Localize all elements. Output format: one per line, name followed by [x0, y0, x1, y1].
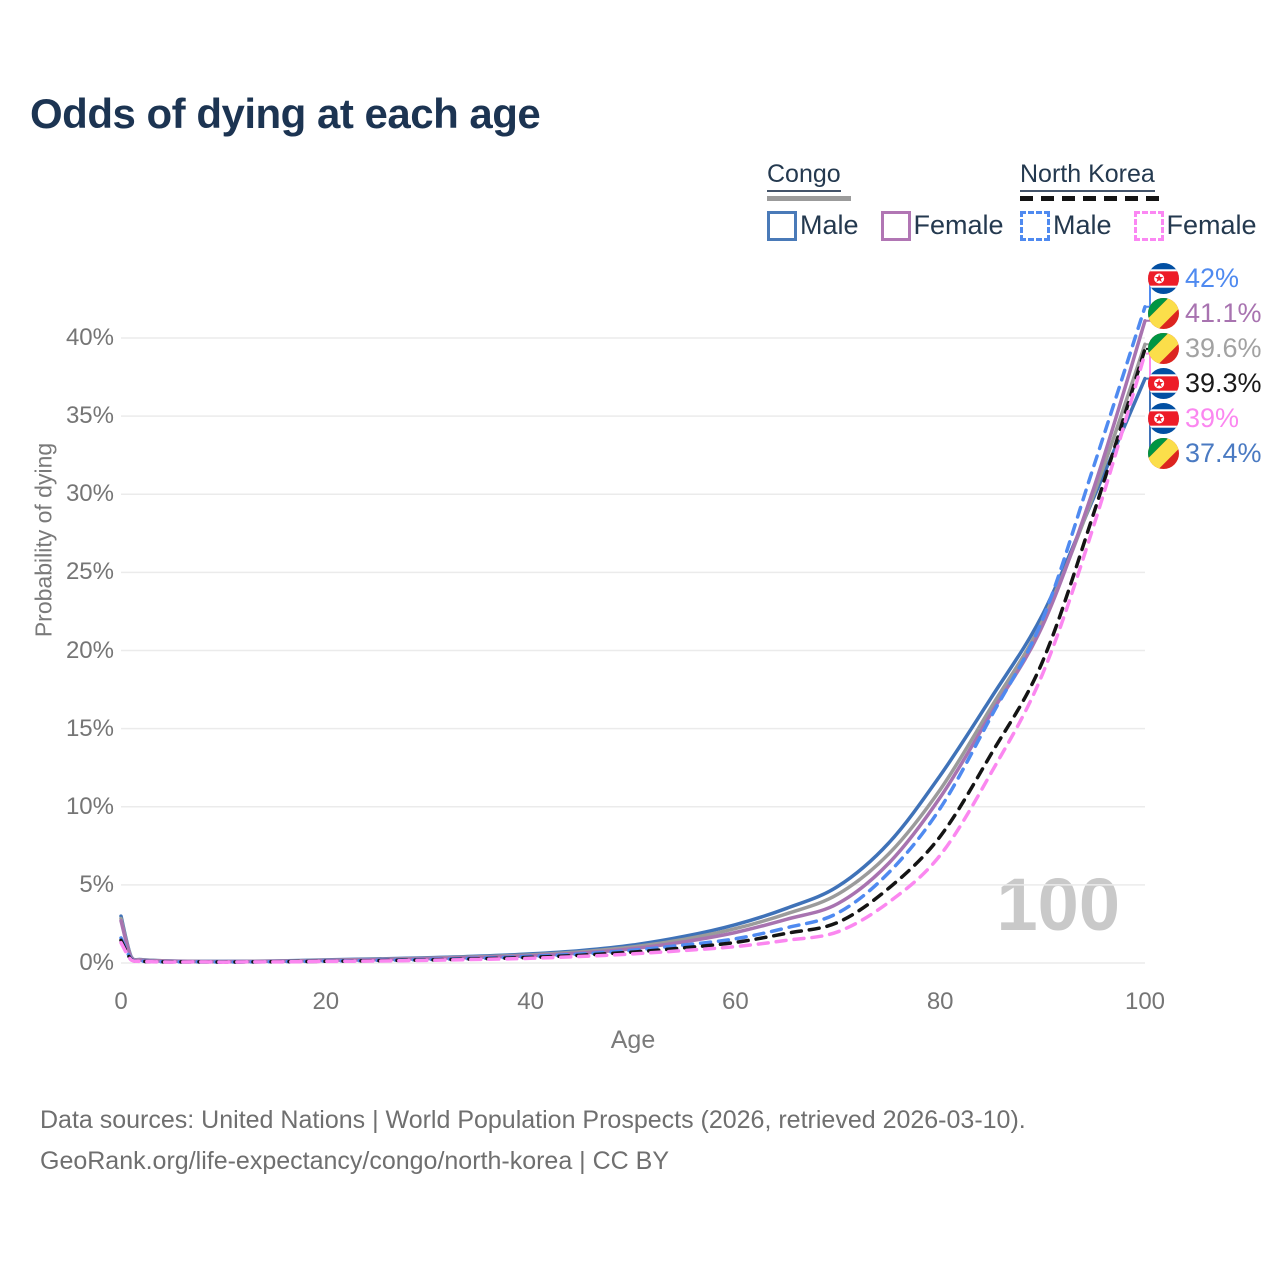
x-tick-label: 60 — [722, 988, 749, 1015]
congo-female-label: Female — [913, 210, 1004, 240]
legend-group-north-korea: North Korea Male Female — [1020, 160, 1257, 241]
congo-male-checkbox[interactable] — [767, 210, 797, 241]
series-line-north-korea-male[interactable] — [119, 305, 1147, 964]
end-label-row: 37.4% — [1148, 438, 1262, 469]
end-label-value: 39.6% — [1185, 333, 1262, 363]
north-korea-male-checkbox[interactable] — [1020, 210, 1050, 241]
north-korea-female-checkbox[interactable] — [1133, 210, 1164, 241]
x-tick-label: 20 — [312, 988, 340, 1015]
end-label-row: 39.6% — [1148, 333, 1262, 364]
congo-flag-icon — [1148, 298, 1179, 329]
y-tick-label: 5% — [79, 870, 114, 898]
end-label-value: 42% — [1185, 263, 1240, 293]
end-label-value: 39% — [1185, 403, 1240, 433]
congo-female-checkbox[interactable] — [880, 210, 911, 241]
series-line-congo[interactable] — [119, 342, 1147, 964]
attribution-line: GeoRank.org/life-expectancy/congo/north-… — [40, 1147, 670, 1175]
y-tick-label: 10% — [65, 792, 114, 820]
series-line-congo-male[interactable] — [119, 376, 1147, 964]
congo-male-label: Male — [800, 210, 859, 240]
end-label-row: 41.1% — [1148, 298, 1262, 329]
north-korea-flag-icon — [1148, 263, 1179, 294]
y-tick-label: 35% — [65, 402, 114, 430]
x-tick-label: 0 — [114, 988, 128, 1015]
x-axis-title: Age — [610, 1026, 656, 1054]
y-tick-label: 25% — [65, 558, 114, 586]
y-tick-label: 40% — [65, 324, 114, 351]
legend-north-korea-title[interactable]: North Korea — [1020, 160, 1155, 192]
age-watermark: 100 — [996, 863, 1120, 946]
chart-title: Odds of dying at each age — [30, 90, 541, 137]
legend-congo-title[interactable]: Congo — [767, 160, 841, 192]
y-tick-label: 15% — [65, 714, 114, 742]
end-label-value: 39.3% — [1185, 368, 1262, 398]
y-axis-title: Probability of dying — [30, 442, 57, 638]
x-tick-label: 100 — [1124, 988, 1166, 1015]
x-tick-label: 40 — [517, 988, 544, 1015]
data-sources-line: Data sources: United Nations | World Pop… — [40, 1106, 1026, 1134]
series-line-north-korea[interactable] — [119, 347, 1147, 964]
end-label-row: 42% — [1148, 263, 1239, 294]
north-korea-line-sample — [1020, 196, 1166, 201]
north-korea-flag-icon — [1148, 403, 1179, 434]
series-line-congo-female[interactable] — [119, 319, 1147, 964]
y-tick-label: 0% — [79, 949, 114, 976]
y-tick-label: 30% — [65, 480, 114, 508]
legend-congo-items: Male Female — [767, 210, 1004, 241]
north-korea-female-label: Female — [1166, 210, 1257, 240]
legend-group-congo: Congo Male Female — [767, 160, 1004, 241]
north-korea-male-label: Male — [1053, 210, 1112, 240]
end-label-value: 37.4% — [1185, 438, 1262, 468]
series-line-north-korea-female[interactable] — [119, 351, 1147, 964]
end-label-row: 39% — [1148, 403, 1239, 434]
end-label-value: 41.1% — [1185, 298, 1262, 328]
north-korea-flag-icon — [1148, 368, 1179, 399]
legend-north-korea-items: Male Female — [1020, 210, 1257, 241]
end-label-row: 39.3% — [1148, 368, 1262, 399]
y-tick-label: 20% — [65, 636, 114, 664]
x-tick-label: 80 — [926, 988, 954, 1015]
congo-line-sample — [767, 196, 851, 201]
congo-flag-icon — [1148, 438, 1179, 469]
congo-flag-icon — [1148, 333, 1179, 364]
